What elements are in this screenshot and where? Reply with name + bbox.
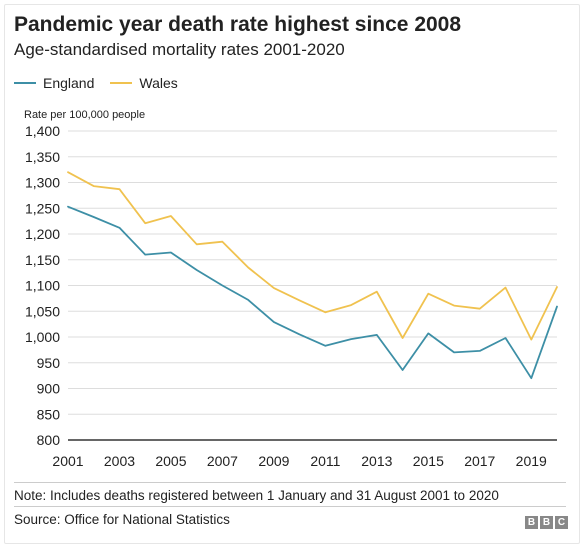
y-tick-label: 900 — [37, 381, 61, 397]
data-point-wales — [221, 241, 223, 243]
data-point-wales — [299, 299, 301, 301]
x-tick-label: 2017 — [464, 453, 495, 469]
data-point-wales — [196, 243, 198, 245]
data-point-england — [376, 334, 378, 336]
x-tick-label: 2015 — [413, 453, 444, 469]
data-point-wales — [350, 304, 352, 306]
x-tick-label: 2009 — [258, 453, 289, 469]
data-point-england — [247, 299, 249, 301]
chart-source: Source: Office for National Statistics — [14, 512, 230, 527]
data-point-england — [324, 345, 326, 347]
bbc-logo: B B C — [525, 516, 568, 529]
data-point-england — [221, 285, 223, 287]
x-tick-label: 2019 — [516, 453, 547, 469]
bbc-logo-block-2: B — [540, 516, 553, 529]
data-point-wales — [479, 308, 481, 310]
data-point-wales — [402, 337, 404, 339]
y-tick-label: 1,050 — [25, 303, 60, 319]
grid-layer — [68, 130, 557, 415]
y-tick-label: 1,300 — [25, 175, 60, 191]
data-point-wales — [453, 305, 455, 307]
y-tick-label: 1,100 — [25, 278, 60, 294]
legend-label-england: England — [43, 75, 95, 91]
x-tick-label: 2001 — [52, 453, 83, 469]
data-point-england — [119, 227, 121, 229]
data-point-england — [556, 306, 558, 308]
data-point-wales — [247, 267, 249, 269]
data-point-england — [479, 350, 481, 352]
data-point-wales — [427, 293, 429, 295]
data-point-england — [93, 216, 95, 218]
x-tick-label: 2011 — [310, 453, 340, 469]
data-point-england — [350, 338, 352, 340]
data-point-england — [453, 351, 455, 353]
data-point-wales — [170, 215, 172, 217]
data-point-england — [427, 332, 429, 334]
chart-subtitle: Age-standardised mortality rates 2001-20… — [14, 40, 345, 59]
y-tick-label: 950 — [37, 355, 61, 371]
x-tick-label: 2005 — [155, 453, 186, 469]
series-line-england — [67, 205, 558, 380]
bbc-logo-block-1: B — [525, 516, 538, 529]
y-axis-label: Rate per 100,000 people — [24, 109, 145, 121]
data-point-england — [144, 254, 146, 256]
data-point-england — [402, 369, 404, 371]
axis-layer: 800 850 900 950 1,000 1,050 1,100 1,150 1,200 1,2… — [25, 123, 557, 469]
data-point-wales — [505, 287, 507, 289]
legend-item-england: England — [14, 75, 94, 91]
y-tick-label: 1,350 — [25, 149, 60, 165]
series-layer — [67, 171, 558, 380]
data-point-wales — [93, 185, 95, 187]
x-tick-label: 2013 — [361, 453, 392, 469]
data-point-wales — [530, 339, 532, 341]
y-tick-label: 1,000 — [25, 329, 60, 345]
x-tick-label: 2007 — [207, 453, 238, 469]
legend-label-wales: Wales — [139, 75, 178, 91]
source-divider — [14, 506, 566, 507]
chart-card — [4, 4, 580, 544]
y-tick-label: 850 — [37, 406, 61, 422]
data-point-wales — [376, 291, 378, 293]
data-point-wales — [119, 188, 121, 190]
note-divider — [14, 482, 566, 483]
data-point-england — [299, 333, 301, 335]
chart-title: Pandemic year death rate highest since 2… — [14, 13, 462, 36]
data-point-england — [196, 269, 198, 271]
legend-swatch-england — [14, 82, 36, 84]
data-point-england — [170, 252, 172, 254]
chart-note: Note: Includes deaths registered between… — [14, 488, 499, 503]
y-tick-label: 1,400 — [25, 123, 60, 139]
y-tick-label: 1,250 — [25, 200, 60, 216]
data-point-wales — [144, 222, 146, 224]
legend-item-wales: Wales — [110, 75, 178, 91]
data-point-england — [273, 321, 275, 323]
data-point-england — [530, 377, 532, 379]
bbc-logo-block-3: C — [555, 516, 568, 529]
data-point-wales — [324, 311, 326, 313]
legend-swatch-wales — [110, 82, 133, 84]
y-tick-label: 1,200 — [25, 226, 60, 242]
data-point-wales — [556, 286, 558, 288]
data-point-england — [67, 206, 69, 208]
data-point-england — [505, 337, 507, 339]
data-point-wales — [67, 171, 69, 173]
y-tick-label: 800 — [37, 432, 61, 448]
data-point-wales — [273, 287, 275, 289]
y-tick-label: 1,150 — [25, 252, 60, 268]
x-tick-label: 2003 — [104, 453, 135, 469]
chart-legend: England Wales — [14, 74, 194, 92]
series-line-wales — [67, 171, 558, 341]
